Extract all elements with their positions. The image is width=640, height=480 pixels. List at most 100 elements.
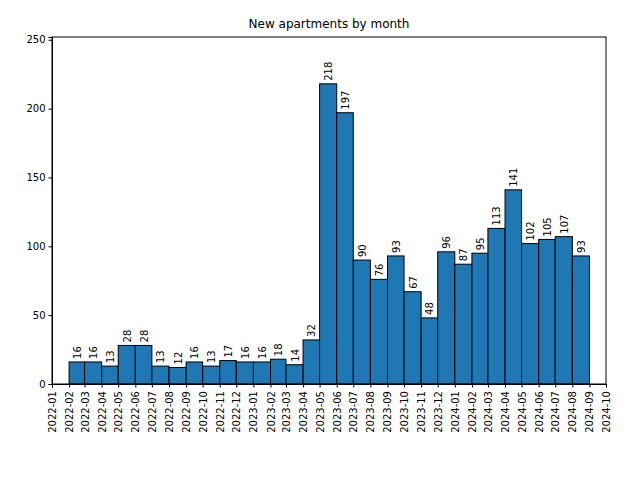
x-tick-label: 2023-07 <box>348 391 359 433</box>
x-tick-mark <box>271 384 272 388</box>
bar <box>505 190 522 384</box>
x-tick-mark <box>337 384 338 388</box>
x-tick-mark <box>522 384 523 388</box>
x-tick-mark <box>118 384 119 388</box>
x-tick-mark <box>220 384 221 388</box>
y-tick: 200 <box>26 103 52 114</box>
x-tick-mark <box>152 384 153 388</box>
bar <box>472 253 488 384</box>
x-tick-label: 2023-03 <box>281 391 292 433</box>
bars <box>69 84 589 384</box>
y-tick-mark <box>49 315 53 316</box>
data-label: 93 <box>391 240 402 253</box>
data-label: 16 <box>72 346 83 359</box>
x-tick-mark <box>387 384 388 388</box>
x-tick-mark <box>303 384 304 388</box>
x-axis: 2022-012022-022022-032022-042022-052022-… <box>47 384 612 433</box>
x-tick: 2022-03 <box>80 384 91 433</box>
x-tick: 2023-04 <box>298 384 309 433</box>
data-label: 218 <box>323 62 334 81</box>
x-tick-mark <box>135 384 136 388</box>
bar <box>69 362 84 384</box>
x-tick: 2022-05 <box>113 384 124 433</box>
x-tick-label: 2024-07 <box>550 391 561 433</box>
x-axis-line <box>53 385 607 388</box>
x-tick-mark <box>236 384 237 388</box>
y-tick-label: 200 <box>26 103 45 114</box>
x-tick: 2023-02 <box>266 384 277 433</box>
x-tick-label: 2024-06 <box>534 391 545 433</box>
x-tick: 2024-02 <box>467 384 478 433</box>
bar <box>286 365 303 384</box>
x-tick-label: 2024-10 <box>601 391 612 433</box>
x-tick-label: 2023-08 <box>365 391 376 433</box>
y-tick: 250 <box>26 34 52 45</box>
x-tick-label: 2022-08 <box>164 391 175 433</box>
y-tick: 0 <box>39 379 52 390</box>
bar <box>303 340 320 384</box>
x-tick: 2022-09 <box>181 384 192 433</box>
x-tick-label: 2024-02 <box>467 391 478 433</box>
x-tick-label: 2022-01 <box>47 391 58 433</box>
x-tick: 2023-06 <box>332 384 343 433</box>
x-tick-label: 2022-12 <box>231 391 242 433</box>
x-tick-mark <box>320 384 321 388</box>
x-tick: 2024-10 <box>601 384 612 433</box>
x-tick: 2024-06 <box>534 384 545 433</box>
x-tick-mark <box>286 384 287 388</box>
x-tick-mark <box>404 384 405 388</box>
x-tick-mark <box>85 384 86 388</box>
data-label: 13 <box>155 350 166 363</box>
x-tick-label: 2024-01 <box>450 391 461 433</box>
x-tick: 2023-09 <box>382 384 393 433</box>
x-tick-label: 2023-01 <box>248 391 259 433</box>
y-tick-label: 250 <box>26 34 45 45</box>
bar <box>539 239 556 384</box>
x-tick: 2022-07 <box>147 384 158 433</box>
data-label: 28 <box>122 330 133 343</box>
x-tick-mark <box>370 384 371 388</box>
x-tick-label: 2024-05 <box>517 391 528 433</box>
bar <box>169 367 186 384</box>
x-tick-label: 2022-11 <box>215 391 226 433</box>
bar <box>438 252 455 384</box>
x-tick: 2023-01 <box>248 384 259 433</box>
x-tick: 2024-05 <box>517 384 528 433</box>
x-tick-label: 2023-02 <box>266 391 277 433</box>
bar <box>271 359 286 384</box>
x-tick: 2022-12 <box>231 384 242 433</box>
bar <box>404 292 421 384</box>
data-label: 96 <box>441 236 452 249</box>
y-tick: 50 <box>33 310 52 321</box>
x-tick: 2022-01 <box>47 384 58 433</box>
x-tick-label: 2023-06 <box>332 391 343 433</box>
bar <box>118 345 135 384</box>
bar <box>85 362 102 384</box>
data-label: 105 <box>542 217 553 236</box>
x-tick-label: 2023-09 <box>382 391 393 433</box>
data-label: 18 <box>273 343 284 356</box>
bar <box>337 113 354 384</box>
data-label: 14 <box>290 349 301 362</box>
x-tick-mark <box>455 384 456 388</box>
x-tick-label: 2022-09 <box>181 391 192 433</box>
data-label: 95 <box>475 237 486 250</box>
bar <box>353 260 370 384</box>
x-tick-label: 2023-11 <box>416 391 427 433</box>
bar <box>102 366 119 384</box>
y-tick: 150 <box>26 172 52 183</box>
bar <box>203 366 220 384</box>
x-tick: 2024-08 <box>567 384 578 433</box>
data-label: 90 <box>357 244 368 257</box>
x-tick: 2022-02 <box>64 384 75 433</box>
x-tick-label: 2022-06 <box>130 391 141 433</box>
data-label: 16 <box>189 346 200 359</box>
y-tick-mark <box>49 40 53 41</box>
bar <box>421 318 438 384</box>
y-tick: 100 <box>26 241 52 252</box>
bar <box>522 244 539 384</box>
plot-frame <box>52 37 606 384</box>
data-labels: 1616132828131216131716161814322181979076… <box>72 62 587 365</box>
data-label: 76 <box>374 264 385 277</box>
x-tick-label: 2023-04 <box>298 391 309 433</box>
